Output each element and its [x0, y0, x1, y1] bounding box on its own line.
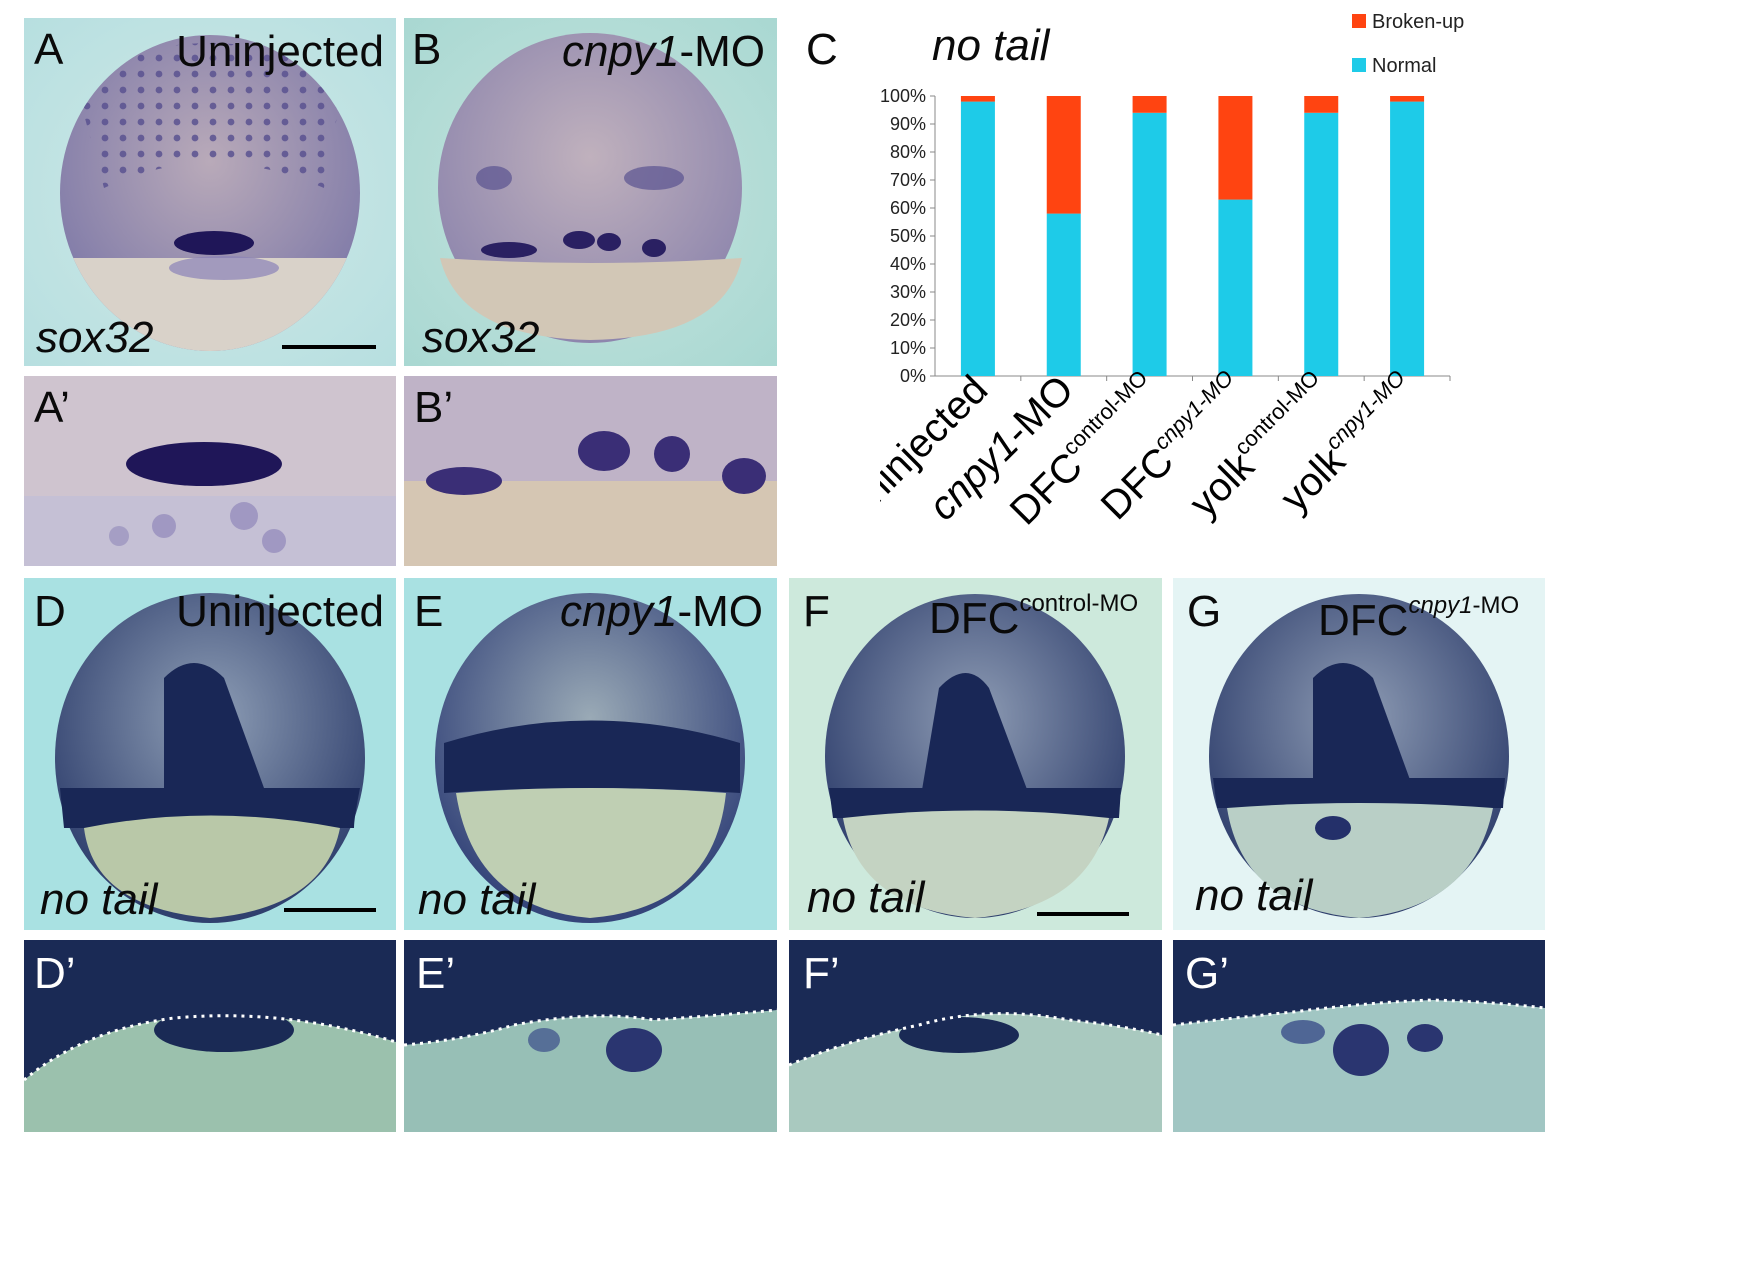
- probe-label: sox32: [36, 313, 154, 362]
- panel-label: E: [414, 587, 444, 636]
- scale-bar: [284, 908, 376, 912]
- embryo-closeup-d: [24, 940, 396, 1132]
- y-tick-label: 50%: [890, 226, 926, 246]
- panel-label: F: [803, 587, 830, 636]
- y-tick-label: 20%: [890, 310, 926, 330]
- panel-b-prime: B’: [404, 376, 777, 566]
- probe-label: no tail: [807, 873, 925, 922]
- bar-normal: [960, 101, 995, 376]
- embryo-image-a: [24, 18, 396, 366]
- chart-title: no tail: [932, 21, 1050, 70]
- probe-label: no tail: [40, 875, 158, 924]
- panel-label: F’: [803, 949, 840, 998]
- panel-e: E cnpy1-MO no tail: [404, 578, 777, 930]
- panel-label: G’: [1185, 949, 1229, 998]
- embryo-image-e: [404, 578, 777, 930]
- bar-broken-up: [1390, 96, 1425, 102]
- panel-label: D: [34, 587, 66, 636]
- panel-title: DFCcontrol-MO: [929, 592, 1138, 641]
- gene-name: cnpy1: [560, 587, 678, 636]
- panel-g: G DFCcnpy1-MO no tail: [1173, 578, 1545, 930]
- bar-normal: [1304, 112, 1339, 377]
- y-tick-label: 0%: [900, 366, 926, 386]
- y-tick-label: 40%: [890, 254, 926, 274]
- panel-label: B’: [414, 383, 454, 432]
- bar-broken-up: [1046, 96, 1081, 214]
- panel-title: Uninjected: [176, 587, 384, 636]
- bar-normal: [1390, 101, 1425, 376]
- panel-e-prime: E’: [404, 940, 777, 1132]
- bar-normal: [1046, 213, 1081, 376]
- title-main: DFC: [929, 594, 1020, 643]
- bar-normal: [1132, 112, 1167, 377]
- panel-d-prime: D’: [24, 940, 396, 1132]
- panel-d: D Uninjected no tail: [24, 578, 396, 930]
- title-suffix: -MO: [1472, 592, 1520, 619]
- y-tick-label: 70%: [890, 170, 926, 190]
- panel-a-prime: A’: [24, 376, 396, 566]
- probe-label: sox32: [422, 313, 540, 362]
- panel-label: G: [1187, 587, 1222, 636]
- bar-broken-up: [1218, 96, 1253, 200]
- title-main: DFC: [1318, 596, 1409, 645]
- title-superscript: cnpy1-MO: [1408, 592, 1519, 619]
- y-tick-label: 90%: [890, 114, 926, 134]
- y-tick-label: 100%: [880, 86, 926, 106]
- probe-label: no tail: [418, 875, 536, 924]
- panel-label: D’: [34, 949, 76, 998]
- legend-label: Normal: [1372, 55, 1436, 77]
- title-suffix: -MO: [677, 587, 763, 636]
- panel-title: DFCcnpy1-MO: [1318, 594, 1519, 643]
- embryo-closeup-a: [24, 376, 396, 566]
- panel-label: A: [34, 25, 64, 74]
- embryo-image-f: [789, 578, 1162, 930]
- embryo-image-g: [1173, 578, 1545, 930]
- y-tick-label: 80%: [890, 142, 926, 162]
- title-superscript: control-MO: [1019, 590, 1139, 617]
- embryo-image-b: [404, 18, 777, 366]
- stacked-bar-chart: 0%10%20%30%40%50%60%70%80%90%100%Uninjec…: [880, 11, 1464, 533]
- panel-title: cnpy1-MO: [562, 30, 765, 74]
- embryo-closeup-e: [404, 940, 777, 1132]
- bar-broken-up: [1304, 96, 1339, 113]
- gene-name: cnpy1: [562, 27, 680, 76]
- bar-normal: [1218, 199, 1253, 376]
- panel-label: A’: [34, 383, 70, 432]
- embryo-closeup-f: [789, 940, 1162, 1132]
- panel-label: B: [412, 25, 442, 74]
- legend-swatch: [1352, 14, 1366, 28]
- panel-title: cnpy1-MO: [560, 590, 763, 634]
- y-tick-label: 10%: [890, 338, 926, 358]
- panel-title: Uninjected: [176, 27, 384, 76]
- embryo-closeup-b: [404, 376, 777, 566]
- scale-bar: [1037, 912, 1129, 916]
- panel-b: B cnpy1-MO sox32: [404, 18, 777, 366]
- panel-a: A Uninjected sox32: [24, 18, 396, 366]
- panel-label: E’: [416, 949, 456, 998]
- y-tick-label: 30%: [890, 282, 926, 302]
- bar-broken-up: [960, 96, 995, 102]
- panel-label: C: [806, 25, 838, 74]
- legend-label: Broken-up: [1372, 11, 1464, 33]
- embryo-image-d: [24, 578, 396, 930]
- gene-name: cnpy1: [1408, 592, 1473, 619]
- legend-swatch: [1352, 58, 1366, 72]
- title-suffix: -MO: [679, 27, 765, 76]
- panel-f: F DFCcontrol-MO no tail: [789, 578, 1162, 930]
- y-tick-label: 60%: [890, 198, 926, 218]
- bar-broken-up: [1132, 96, 1167, 113]
- embryo-closeup-g: [1173, 940, 1545, 1132]
- probe-label: no tail: [1195, 871, 1313, 920]
- panel-f-prime: F’: [789, 940, 1162, 1132]
- panel-g-prime: G’: [1173, 940, 1545, 1132]
- scale-bar: [282, 345, 376, 349]
